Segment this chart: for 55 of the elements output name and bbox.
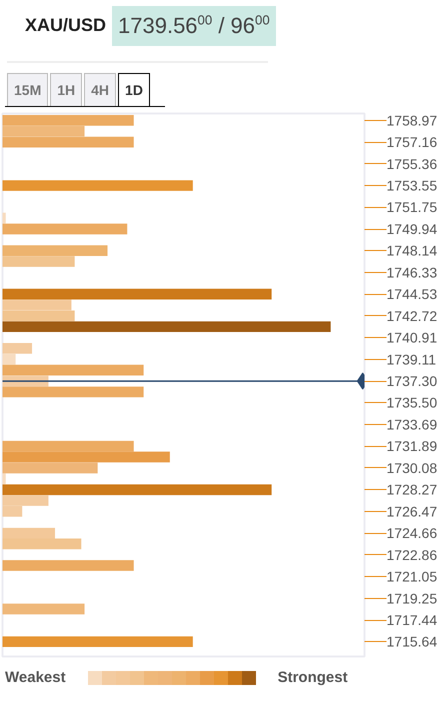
bar [2, 136, 134, 148]
y-tick-label: 1735.50 [386, 394, 438, 411]
y-tick-label: 1715.64 [386, 634, 438, 650]
y-tick-label: 1719.25 [386, 590, 438, 606]
y-tick-label: 1755.36 [386, 156, 438, 172]
bar [2, 354, 16, 365]
bar [2, 343, 32, 354]
bar [2, 115, 134, 126]
y-tick-label: 1731.89 [386, 438, 438, 454]
text: Strongest [278, 668, 348, 688]
chart-title: XAU/USD [25, 14, 106, 38]
text: 4H [84, 73, 116, 106]
y-tick-label: 1751.75 [386, 199, 438, 216]
y-tick-label: 1749.94 [386, 221, 438, 238]
bar [2, 462, 98, 474]
y-tick-label: 1746.33 [386, 264, 438, 280]
y-tick-label: 1726.47 [386, 503, 438, 520]
bar [2, 484, 272, 496]
text: Weakest [5, 668, 66, 688]
bar [2, 473, 6, 484]
bar [2, 636, 193, 648]
y-tick-label: 1742.72 [386, 308, 438, 324]
y-tick-label: 1717.44 [386, 612, 438, 628]
y-tick-label: 1730.08 [386, 460, 438, 476]
y-tick-label: 1739.11 [386, 351, 436, 368]
bar [2, 288, 272, 300]
chart-subtitle: 1739.56$^{00}$ / 96$^{00}$ [112, 6, 276, 46]
y-tick-label: 1748.14 [386, 242, 438, 259]
bar [2, 212, 6, 224]
y-tick-label: 1724.66 [386, 525, 438, 542]
y-tick-label: 1758.97 [386, 112, 438, 128]
bar [2, 126, 85, 137]
bar [2, 321, 331, 332]
bar [2, 560, 134, 571]
ref-line-label: 1737.30 [386, 373, 438, 390]
y-tick-label: 1753.55 [386, 178, 438, 194]
y-tick-label: 1728.27 [386, 482, 438, 498]
y-tick-label: 1721.05 [386, 568, 438, 585]
bar [2, 256, 75, 267]
bar [2, 180, 193, 191]
bar [2, 452, 170, 462]
bar [2, 386, 144, 398]
text: 15M [7, 73, 48, 106]
bar [2, 440, 134, 452]
bar [2, 245, 108, 256]
y-tick-label: 1740.91 [386, 330, 438, 346]
text: 1H [50, 73, 82, 106]
y-tick-label: 1757.16 [386, 134, 438, 150]
y-tick-label: 1733.69 [386, 416, 438, 433]
y-tick-label: 1744.53 [386, 286, 438, 302]
bar [2, 224, 128, 234]
bar [2, 364, 144, 376]
text: 1D [118, 73, 150, 106]
y-tick-label: 1722.86 [386, 546, 438, 563]
bar [2, 604, 85, 614]
